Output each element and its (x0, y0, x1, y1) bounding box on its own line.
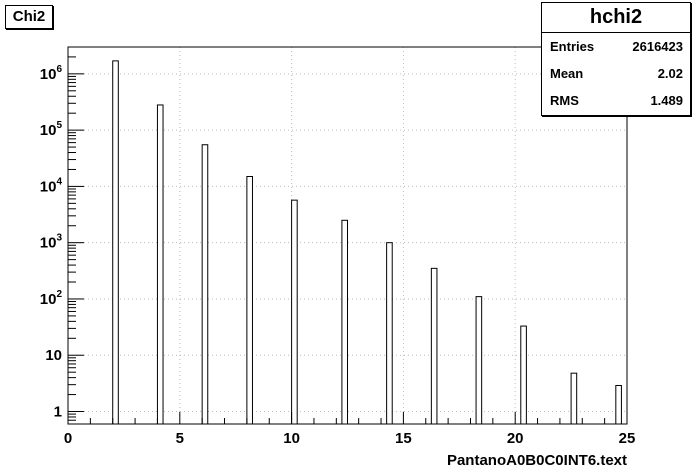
y-tick-label: 103 (40, 233, 63, 252)
histogram-bin (570, 372, 578, 425)
y-tick-label: 104 (40, 176, 63, 195)
y-tick-label: 1 (54, 404, 62, 421)
x-tick-label: 20 (507, 430, 524, 447)
histogram-bin (430, 267, 438, 425)
stats-key: Mean (550, 66, 584, 81)
x-tick-label: 0 (64, 430, 72, 447)
y-tick-label: 10 (45, 347, 62, 364)
x-tick-label: 5 (176, 430, 184, 447)
stats-box: hchi2 Entries 2616423 Mean 2.02 RMS 1.48… (541, 2, 691, 116)
stats-value: 2616423 (632, 39, 683, 54)
axes (67, 46, 628, 425)
stats-key: RMS (550, 93, 579, 108)
y-tick-label: 106 (40, 64, 63, 83)
histogram-bin (201, 144, 209, 425)
histogram-bin (246, 175, 253, 425)
stats-value: 2.02 (657, 66, 683, 81)
histogram-bin (112, 60, 119, 425)
y-tick-label: 105 (40, 120, 63, 139)
histogram-bin (520, 325, 527, 425)
histogram-bin (386, 242, 393, 425)
histogram-title: Chi2 (5, 5, 53, 29)
y-tick-label: 102 (40, 289, 63, 308)
histogram-bin (341, 219, 349, 425)
x-axis-label: PantanoA0B0C0INT6.text (447, 452, 627, 469)
histogram-bin (475, 296, 483, 425)
x-tick-label: 25 (619, 430, 636, 447)
y-tick-labels: 1 10 102 103 104 105 106 (40, 64, 63, 421)
stats-value: 1.489 (650, 93, 683, 108)
stats-title: hchi2 (542, 3, 690, 33)
stats-row-mean: Mean 2.02 (542, 60, 690, 87)
histogram-bin (156, 104, 164, 425)
stats-row-entries: Entries 2616423 (542, 33, 690, 60)
histogram-bin (291, 199, 298, 425)
stats-key: Entries (550, 39, 595, 54)
x-tick-label: 10 (283, 430, 300, 447)
x-tick-label: 15 (395, 430, 412, 447)
histogram-bin (615, 384, 622, 425)
plot-frame (67, 46, 628, 425)
x-tick-labels: 0 5 10 15 20 25 (64, 430, 636, 447)
stats-row-rms: RMS 1.489 (542, 87, 690, 114)
